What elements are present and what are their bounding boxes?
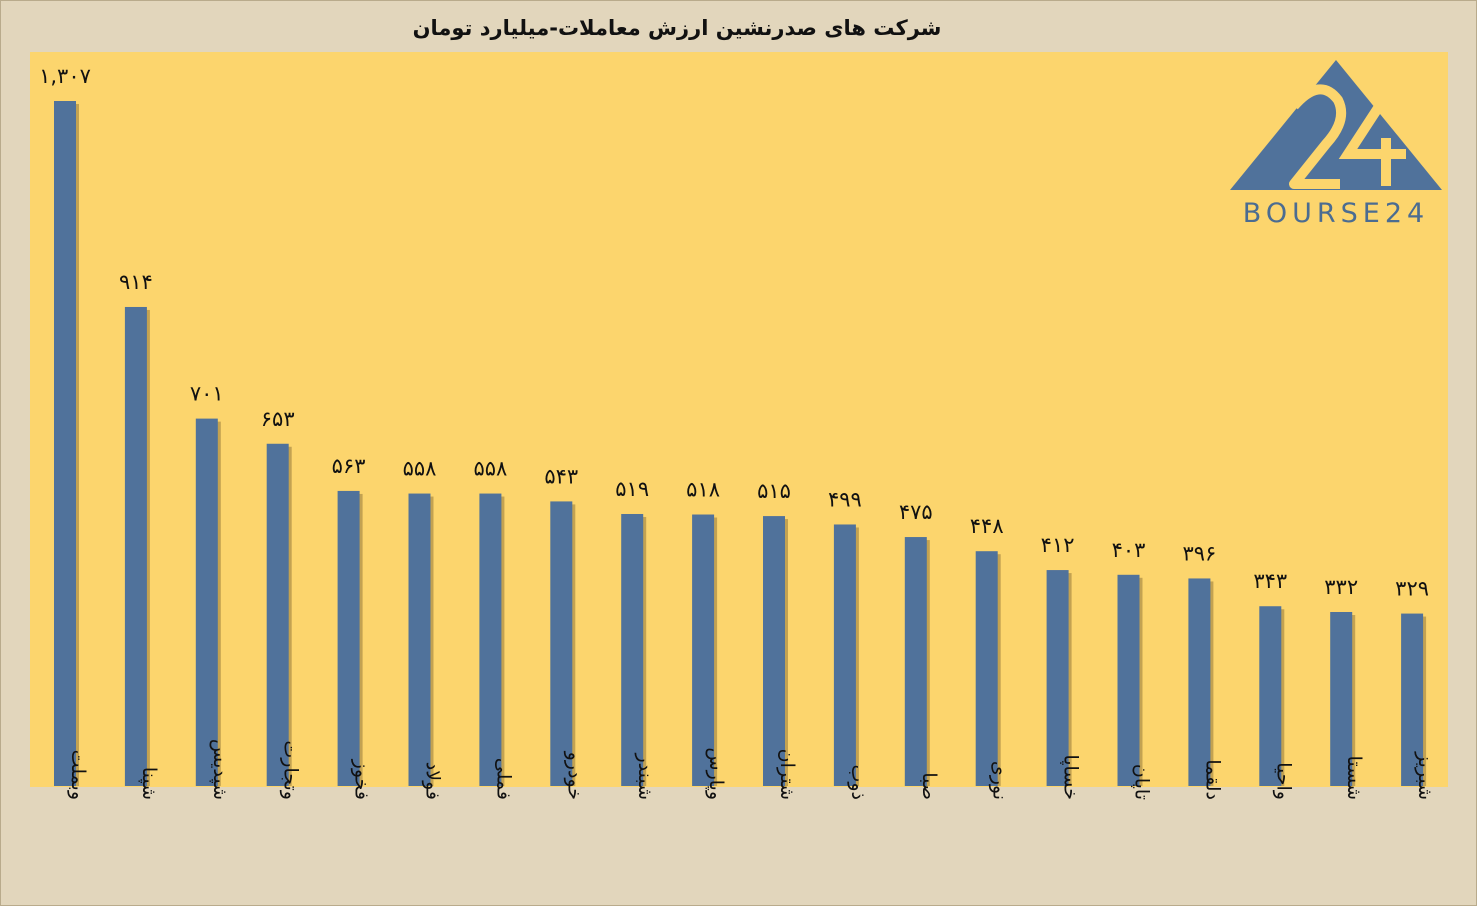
x-tick-label: وتجارت: [280, 740, 302, 800]
x-tick-label: ذوب: [847, 764, 869, 800]
bar: [266, 443, 289, 786]
bar: [904, 537, 927, 786]
data-label: ۵۵۸: [403, 457, 437, 481]
plot-area: [30, 52, 1448, 787]
x-tick-label: تاپان: [1131, 764, 1153, 800]
logo-triangle-icon: [1230, 60, 1442, 190]
x-tick-label: شستا: [1343, 756, 1365, 800]
x-tick-label: وپارس: [705, 747, 727, 800]
logo-text: BOURSE24: [1242, 198, 1430, 229]
bar: [975, 551, 998, 786]
data-label: ۵۴۳: [544, 464, 578, 488]
bar: [621, 513, 644, 786]
data-label: ۹۱۴: [119, 270, 153, 294]
bar: [1401, 613, 1424, 786]
data-label: ۵۵۸: [473, 457, 507, 481]
bar: [408, 493, 431, 786]
bar: [54, 101, 76, 786]
bar: [692, 514, 715, 786]
x-tick-label: شبندر: [634, 752, 656, 800]
data-label: ۴۷۵: [899, 500, 933, 524]
x-tick-label: وبملت: [67, 750, 89, 800]
bar: [1188, 578, 1211, 786]
data-label: ۳۴۳: [1253, 569, 1287, 593]
data-label: ۶۵۳: [261, 407, 295, 431]
data-label: ۳۳۲: [1324, 575, 1358, 599]
bar: [1046, 570, 1069, 786]
data-label: ۵۱۹: [615, 477, 649, 501]
x-tick-label: خساپا: [1060, 754, 1082, 800]
bar: [1259, 606, 1282, 786]
chart-title: شرکت های صدرنشین ارزش معاملات-میلیارد تو…: [412, 16, 942, 40]
data-label: ۴۱۲: [1041, 533, 1075, 557]
bar: [550, 501, 573, 786]
bar: [124, 306, 147, 786]
data-label: ۳۲۹: [1395, 577, 1429, 601]
data-label: ۵۱۵: [757, 479, 791, 503]
data-label: ۵۶۳: [332, 454, 366, 478]
data-label: ۴۰۳: [1112, 538, 1146, 562]
x-tick-label: خودرو: [563, 751, 585, 800]
data-label: ۴۹۹: [828, 487, 862, 511]
x-tick-label: شتران: [776, 749, 798, 800]
data-label: ۴۴۸: [970, 514, 1004, 538]
bar: [195, 418, 218, 786]
data-label: ۳۹۶: [1182, 541, 1216, 565]
data-label: ۷۰۱: [190, 382, 224, 406]
bar: [1117, 574, 1140, 786]
x-tick-label: شبریز: [1414, 751, 1436, 800]
x-tick-label: واحیا: [1272, 762, 1294, 800]
x-tick-label: فملی: [492, 758, 514, 800]
bar: [1330, 611, 1353, 786]
x-tick-label: شپدیس: [209, 739, 231, 800]
bar: [763, 516, 785, 786]
x-tick-label: شپنا: [138, 767, 160, 800]
x-tick-label: فولاد: [422, 762, 444, 800]
x-tick-label: دلقما: [1201, 759, 1223, 800]
bar: [833, 524, 856, 786]
x-tick-label: نوری: [989, 761, 1011, 800]
data-label: ۱,۳۰۷: [39, 64, 91, 88]
bourse24-logo: BOURSE24: [1228, 58, 1444, 229]
bar: [337, 490, 360, 786]
data-label: ۵۱۸: [686, 478, 720, 502]
x-tick-label: صبا: [918, 772, 940, 800]
x-tick-label: فخوز: [351, 759, 373, 800]
bar: [479, 493, 502, 786]
